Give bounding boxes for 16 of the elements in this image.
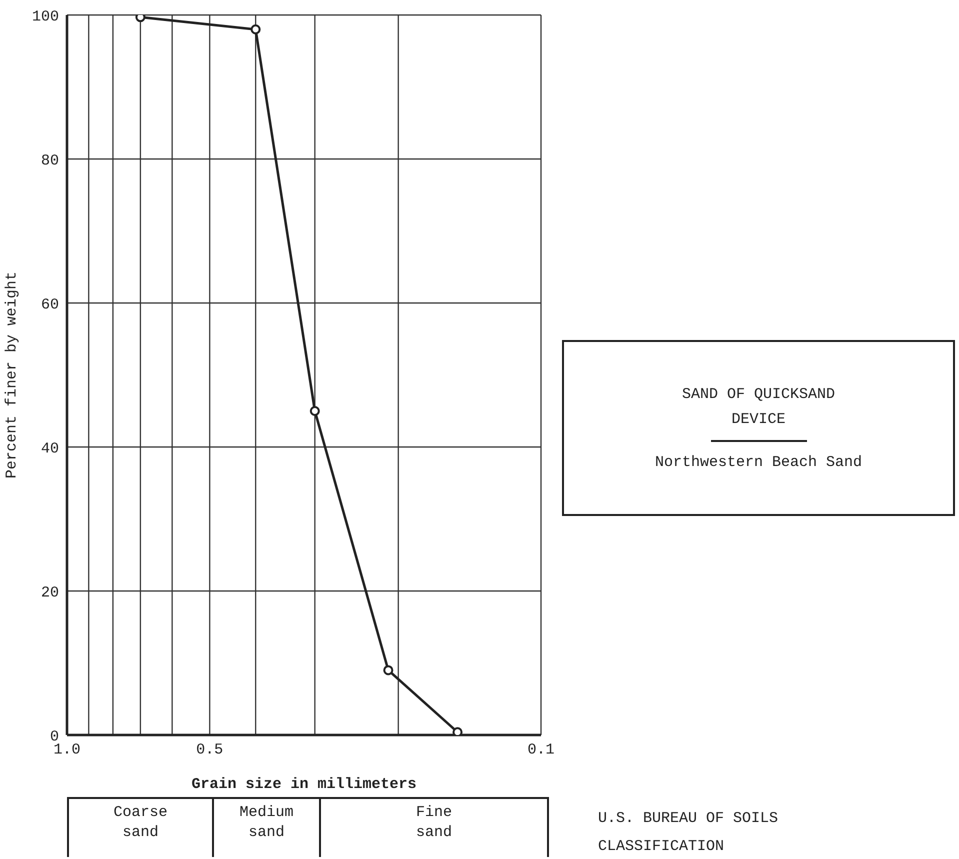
x-tick-label: 1.0 xyxy=(53,742,81,759)
x-axis-title: Grain size in millimeters xyxy=(191,776,417,793)
text: Medium sand xyxy=(238,803,294,843)
y-tick-label: 80 xyxy=(40,152,59,170)
text: Northwestern Beach Sand xyxy=(654,452,864,472)
y-tick-label: 60 xyxy=(40,296,59,314)
legend-title: SAND OF QUICKSAND DEVICE xyxy=(680,384,836,430)
y-axis-title: Percent finer by weight xyxy=(3,271,20,479)
x-tick-label: 0.1 xyxy=(527,742,555,759)
y-tick-label: 100 xyxy=(32,8,59,26)
text: U.S. BUREAU OF SOILS CLASSIFICATION xyxy=(598,809,780,857)
y-tick-label: 20 xyxy=(40,584,59,602)
text: Coarse sand xyxy=(112,803,168,843)
x-tick-label: 0.5 xyxy=(196,742,224,759)
y-tick-label: 40 xyxy=(40,440,59,458)
text: Fine sand xyxy=(414,803,453,843)
